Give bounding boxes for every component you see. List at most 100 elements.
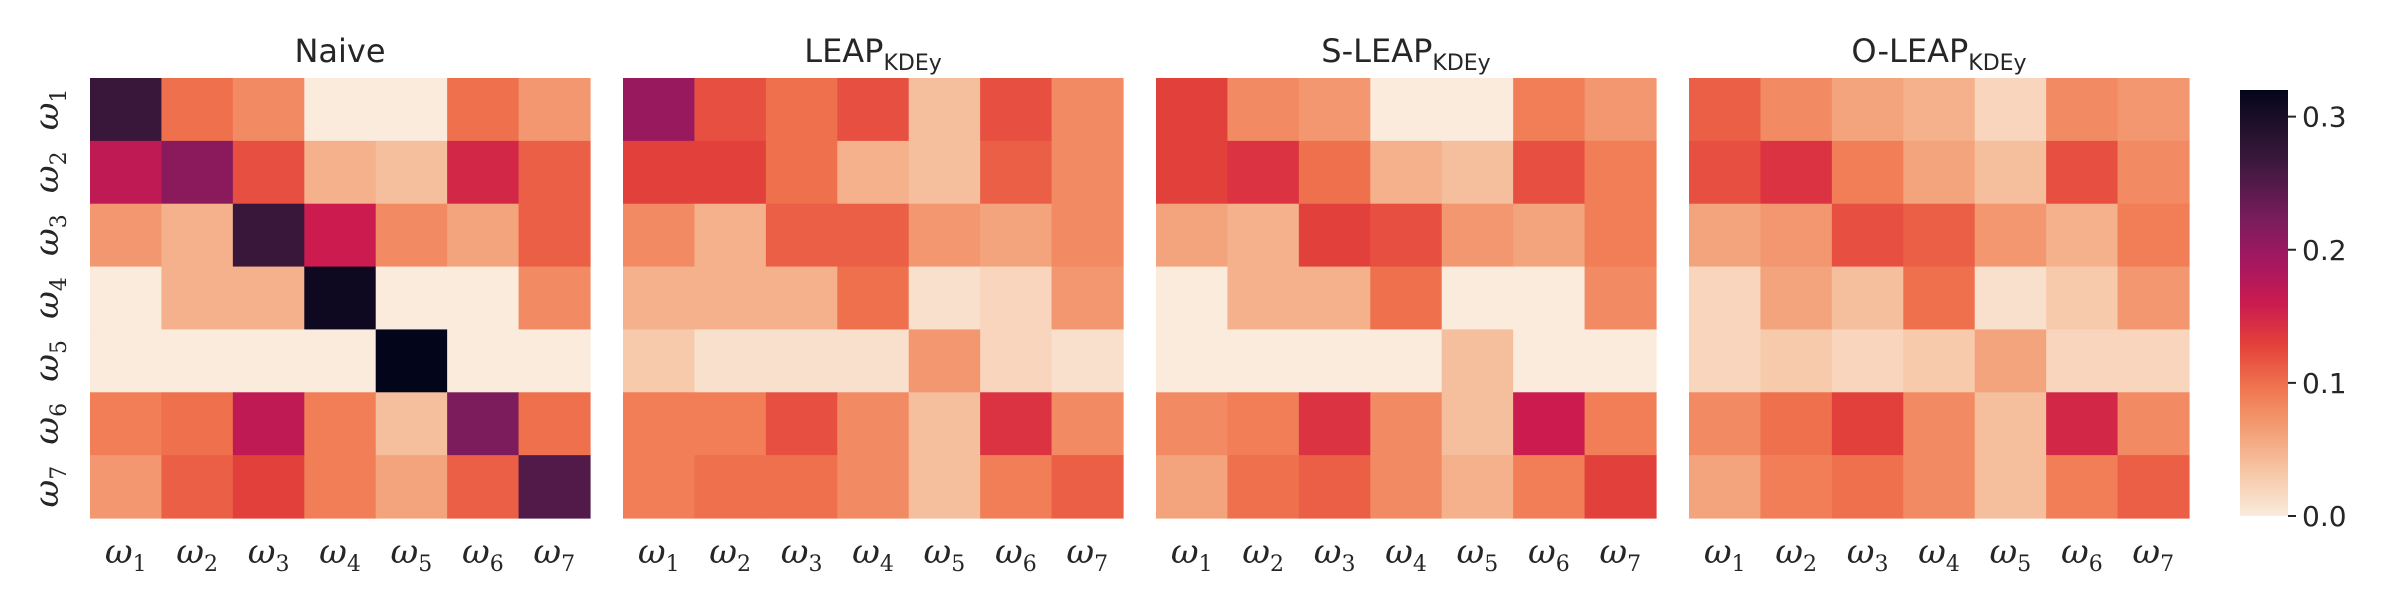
heatmap-cell [1974, 203, 2047, 268]
heatmap-cell [375, 329, 448, 393]
heatmap-cell [1760, 140, 1833, 205]
x-tick-label-subscript: 7 [1627, 552, 1641, 577]
x-tick-label: ω6 [2061, 532, 2103, 577]
x-tick-label: ω2 [1242, 532, 1284, 577]
y-tick-label: ω4 [27, 277, 72, 319]
heatmap-cell [694, 392, 767, 456]
heatmap-cell [1974, 266, 2047, 331]
heatmap-cell [765, 140, 838, 205]
heatmap-cell [2046, 455, 2119, 519]
heatmap-cell [765, 78, 838, 142]
heatmap-cell [1903, 392, 1976, 456]
heatmap-cell [232, 455, 305, 519]
x-tick-label-symbol: ω [462, 532, 490, 572]
heatmap-cell [694, 203, 767, 268]
heatmap-cell [161, 329, 234, 393]
heatmap-cell [1584, 140, 1657, 205]
x-tick-label-subscript: 6 [2089, 552, 2103, 577]
x-tick-label-symbol: ω [176, 532, 204, 572]
x-tick-label-symbol: ω [1528, 532, 1556, 572]
x-tick-label: ω1 [1704, 532, 1746, 577]
heatmap-cell [1156, 203, 1229, 268]
heatmap-cell [908, 203, 981, 268]
x-tick-label-subscript: 6 [490, 552, 504, 577]
heatmap-cell [1831, 392, 1904, 456]
heatmap-cell [1298, 78, 1371, 142]
heatmap-cell [1370, 455, 1443, 519]
x-tick-label-symbol: ω [1775, 532, 1803, 572]
y-tick-label-symbol: ω [27, 228, 67, 256]
heatmap-cell [1513, 78, 1586, 142]
heatmap-cell [980, 392, 1053, 456]
heatmap-cell [375, 266, 448, 331]
heatmap-cell [1584, 266, 1657, 331]
heatmap-cell [232, 140, 305, 205]
y-tick-label-subscript: 7 [47, 466, 72, 480]
heatmap-cell [837, 392, 910, 456]
y-tick-label-subscript: 6 [47, 403, 72, 417]
heatmap-cell [1441, 455, 1514, 519]
heatmap-cell [1760, 392, 1833, 456]
x-tick-label-symbol: ω [1314, 532, 1342, 572]
heatmap-cell [2117, 329, 2190, 393]
y-tick-label-symbol: ω [27, 480, 67, 508]
heatmap-cell [1370, 329, 1443, 393]
heatmap-cell [518, 78, 591, 142]
heatmap-cell [304, 203, 377, 268]
heatmap-cell [1584, 78, 1657, 142]
heatmap-cell [1298, 140, 1371, 205]
heatmap-cell [1051, 78, 1124, 142]
heatmap-cell [232, 203, 305, 268]
heatmap-cell [1513, 392, 1586, 456]
x-tick-label-symbol: ω [1457, 532, 1485, 572]
heatmap-cell [1903, 266, 1976, 331]
heatmap-cell [90, 329, 163, 393]
x-tick-label: ω7 [1066, 532, 1108, 577]
x-tick-label-subscript: 7 [561, 552, 575, 577]
heatmap-cell [1584, 203, 1657, 268]
heatmap-cell [1760, 78, 1833, 142]
x-tick-label: ω5 [924, 532, 966, 577]
heatmap-cell [694, 140, 767, 205]
x-tick-label-symbol: ω [1599, 532, 1627, 572]
heatmap-cell [518, 455, 591, 519]
heatmap-cell [765, 329, 838, 393]
heatmap-cell [1760, 455, 1833, 519]
heatmap-cell [1903, 78, 1976, 142]
x-tick-label-subscript: 2 [204, 552, 218, 577]
heatmap-cell [1974, 329, 2047, 393]
heatmap-cell [1156, 455, 1229, 519]
y-tick-label-subscript: 2 [47, 151, 72, 165]
heatmap-cell [1441, 203, 1514, 268]
heatmap-cell [518, 140, 591, 205]
x-tick-label-subscript: 1 [1199, 552, 1213, 577]
heatmap-cell [2046, 203, 2119, 268]
heatmap-cell [1513, 455, 1586, 519]
colorbar: 0.0 0.1 0.2 0.3 [2240, 90, 2347, 533]
heatmap-cell [2046, 266, 2119, 331]
heatmap-cell [375, 203, 448, 268]
y-tick-label-symbol: ω [27, 165, 67, 193]
heatmap-cell [518, 203, 591, 268]
x-tick-label: ω1 [105, 532, 147, 577]
heatmap-cell [1156, 140, 1229, 205]
heatmap-cell [447, 329, 520, 393]
x-tick-label-subscript: 2 [1270, 552, 1284, 577]
x-tick-label-symbol: ω [248, 532, 276, 572]
heatmap-cell [1903, 140, 1976, 205]
x-tick-label-subscript: 3 [808, 552, 822, 577]
heatmap-cell [161, 392, 234, 456]
x-tick-label-subscript: 6 [1023, 552, 1037, 577]
heatmap-cell [447, 266, 520, 331]
heatmap-cell [2117, 392, 2190, 456]
heatmap-cell [1370, 266, 1443, 331]
x-tick-label-subscript: 5 [418, 552, 432, 577]
x-tick-label-symbol: ω [1704, 532, 1732, 572]
x-tick-label-symbol: ω [1990, 532, 2018, 572]
panel-title: LEAPKDEy [804, 32, 942, 76]
heatmap-cell [232, 392, 305, 456]
heatmap-cell [232, 329, 305, 393]
x-tick-label-subscript: 1 [133, 552, 147, 577]
